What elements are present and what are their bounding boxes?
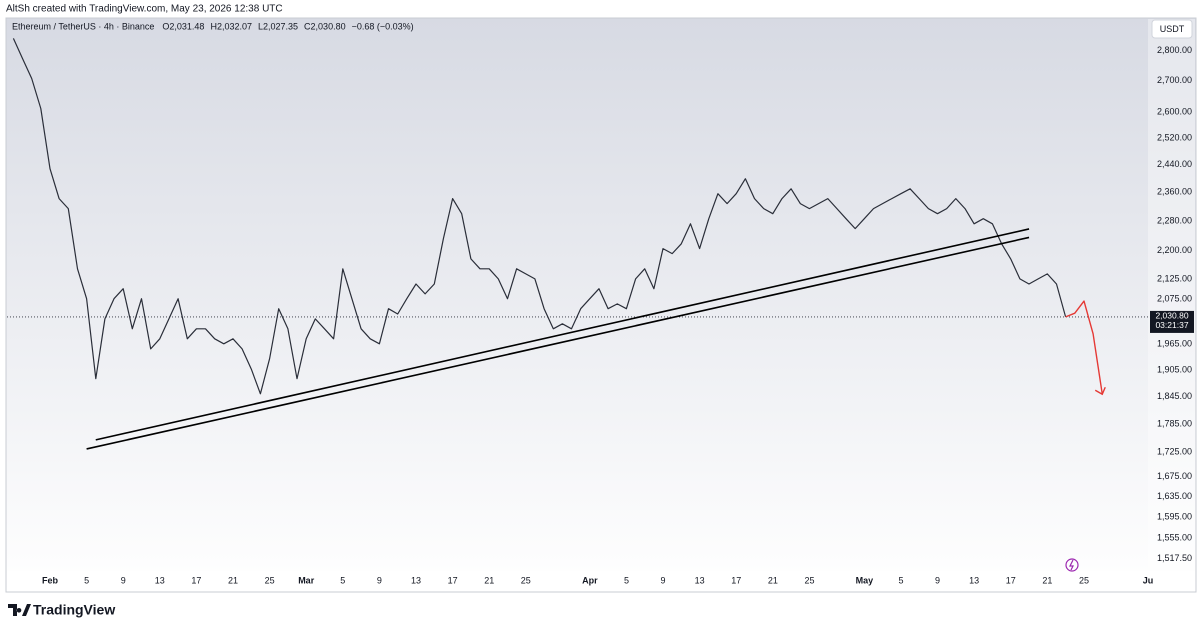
time-axis-bg bbox=[7, 571, 1195, 591]
currency-button[interactable] bbox=[1151, 19, 1193, 39]
x-tick-label: 21 bbox=[1042, 575, 1052, 585]
y-tick-label: 1,595.00 bbox=[1157, 512, 1192, 522]
legend: Ethereum / TetherUS · 4h · Binance O2,03… bbox=[12, 21, 414, 31]
ohlc-value: H2,032.07 bbox=[210, 21, 252, 31]
x-tick-label: Apr bbox=[582, 575, 598, 585]
x-tick-label: 9 bbox=[121, 575, 126, 585]
ohlc-value: C2,030.80 bbox=[304, 21, 346, 31]
x-tick-label: 21 bbox=[768, 575, 778, 585]
x-tick-label: 13 bbox=[695, 575, 705, 585]
x-tick-label: 9 bbox=[935, 575, 940, 585]
x-tick-label: 25 bbox=[521, 575, 531, 585]
ohlc-value: O2,031.48 bbox=[162, 21, 204, 31]
brand-text: TradingView bbox=[33, 602, 115, 618]
x-tick-label: 25 bbox=[265, 575, 275, 585]
forecast-path bbox=[1065, 300, 1103, 395]
y-tick-label: 2,360.00 bbox=[1157, 187, 1192, 197]
countdown-label: 03:21:37 bbox=[1155, 320, 1188, 330]
x-tick-label: 17 bbox=[448, 575, 458, 585]
y-tick-label: 2,600.00 bbox=[1157, 106, 1192, 116]
trendline bbox=[95, 228, 1030, 441]
event-icon-bolt bbox=[1069, 559, 1074, 571]
x-tick-label: 25 bbox=[1079, 575, 1089, 585]
y-tick-label: 2,800.00 bbox=[1157, 45, 1192, 55]
y-tick-label: 2,125.00 bbox=[1157, 274, 1192, 284]
x-tick-label: Mar bbox=[298, 575, 315, 585]
y-tick-label: 2,200.00 bbox=[1157, 245, 1192, 255]
x-tick-label: 21 bbox=[484, 575, 494, 585]
x-tick-label: 5 bbox=[84, 575, 89, 585]
x-tick-label: 17 bbox=[1006, 575, 1016, 585]
currency-label: USDT bbox=[1160, 24, 1185, 34]
price-axis-bg bbox=[1148, 19, 1195, 571]
y-tick-label: 1,965.00 bbox=[1157, 339, 1192, 349]
x-tick-label: 13 bbox=[969, 575, 979, 585]
y-tick-label: 1,517.50 bbox=[1157, 553, 1192, 563]
x-tick-label: 9 bbox=[661, 575, 666, 585]
watermark-text: AltSh created with TradingView.com, May … bbox=[6, 4, 283, 15]
x-tick-label: May bbox=[856, 575, 874, 585]
brand-icon bbox=[8, 604, 31, 616]
event-icon[interactable] bbox=[1065, 558, 1079, 572]
y-tick-label: 2,440.00 bbox=[1157, 159, 1192, 169]
ohlc-value: L2,027.35 bbox=[258, 21, 298, 31]
forecast-arrowhead bbox=[1094, 386, 1106, 396]
y-tick-label: 1,555.00 bbox=[1157, 533, 1192, 543]
chart-frame bbox=[5, 17, 1197, 593]
y-tick-label: 1,725.00 bbox=[1157, 447, 1192, 457]
x-tick-label: Ju bbox=[1143, 575, 1154, 585]
x-tick-label: Feb bbox=[42, 575, 59, 585]
change-value: −0.68 (−0.03%) bbox=[352, 21, 414, 31]
price-line bbox=[12, 38, 1067, 395]
last-price-label: 2,030.80 bbox=[1155, 311, 1188, 321]
x-tick-label: 17 bbox=[191, 575, 201, 585]
y-tick-label: 1,845.00 bbox=[1157, 391, 1192, 401]
y-tick-label: 1,675.00 bbox=[1157, 471, 1192, 481]
y-tick-label: 2,075.00 bbox=[1157, 293, 1192, 303]
y-tick-label: 2,520.00 bbox=[1157, 132, 1192, 142]
x-tick-label: 21 bbox=[228, 575, 238, 585]
brand-logo: TradingView bbox=[8, 602, 115, 618]
symbol: Ethereum / TetherUS · 4h · Binance bbox=[12, 21, 154, 31]
trendline bbox=[86, 236, 1030, 450]
y-tick-label: 1,635.00 bbox=[1157, 491, 1192, 501]
x-tick-label: 5 bbox=[624, 575, 629, 585]
x-tick-label: 13 bbox=[155, 575, 165, 585]
x-tick-label: 5 bbox=[340, 575, 345, 585]
x-tick-label: 5 bbox=[898, 575, 903, 585]
x-tick-label: 17 bbox=[731, 575, 741, 585]
y-tick-label: 1,905.00 bbox=[1157, 364, 1192, 374]
y-tick-label: 2,280.00 bbox=[1157, 215, 1192, 225]
y-tick-label: 2,700.00 bbox=[1157, 75, 1192, 85]
last-price-box bbox=[1150, 310, 1194, 333]
x-tick-label: 13 bbox=[411, 575, 421, 585]
x-tick-label: 9 bbox=[377, 575, 382, 585]
x-tick-label: 25 bbox=[804, 575, 814, 585]
y-tick-label: 1,785.00 bbox=[1157, 418, 1192, 428]
